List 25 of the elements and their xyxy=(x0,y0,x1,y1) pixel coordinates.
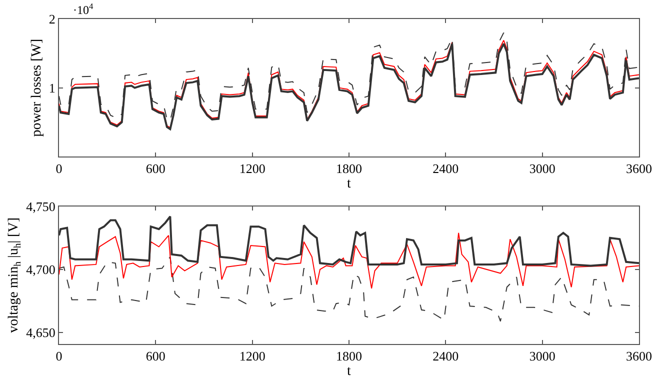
x-tick-label: 3600 xyxy=(626,161,652,176)
y-axis-title: power losses [W] xyxy=(30,38,44,137)
line-series xyxy=(59,215,639,267)
y-tick-label: 1 xyxy=(48,80,56,96)
x-tick-label: 1800 xyxy=(336,161,362,176)
x-tick-label: 3000 xyxy=(529,348,556,364)
x-tick-label: 3000 xyxy=(529,161,556,176)
x-tick-label: 0 xyxy=(56,161,62,176)
x-tick-label: 1200 xyxy=(239,348,266,364)
y-tick-label: 4,700 xyxy=(26,262,56,278)
y-tick-label: 4,750 xyxy=(26,198,56,214)
x-tick-label: 3600 xyxy=(626,348,652,364)
x-tick-label: 600 xyxy=(146,161,166,176)
x-tick-label: 0 xyxy=(56,348,62,364)
text: ·10$^{4}$ xyxy=(73,2,94,18)
x-tick-label: 2400 xyxy=(432,161,459,176)
x-tick-label: 600 xyxy=(146,348,166,364)
x-tick-label: 1200 xyxy=(239,161,266,176)
line-series xyxy=(59,232,639,289)
x-axis-title: t xyxy=(347,364,352,379)
x-tick-label: 1800 xyxy=(336,348,362,364)
x-tick-label: 2400 xyxy=(432,348,459,364)
y-tick-label: 4,650 xyxy=(26,325,56,340)
x-axis-title: t xyxy=(347,176,352,192)
y-tick-label: 2 xyxy=(48,12,56,27)
